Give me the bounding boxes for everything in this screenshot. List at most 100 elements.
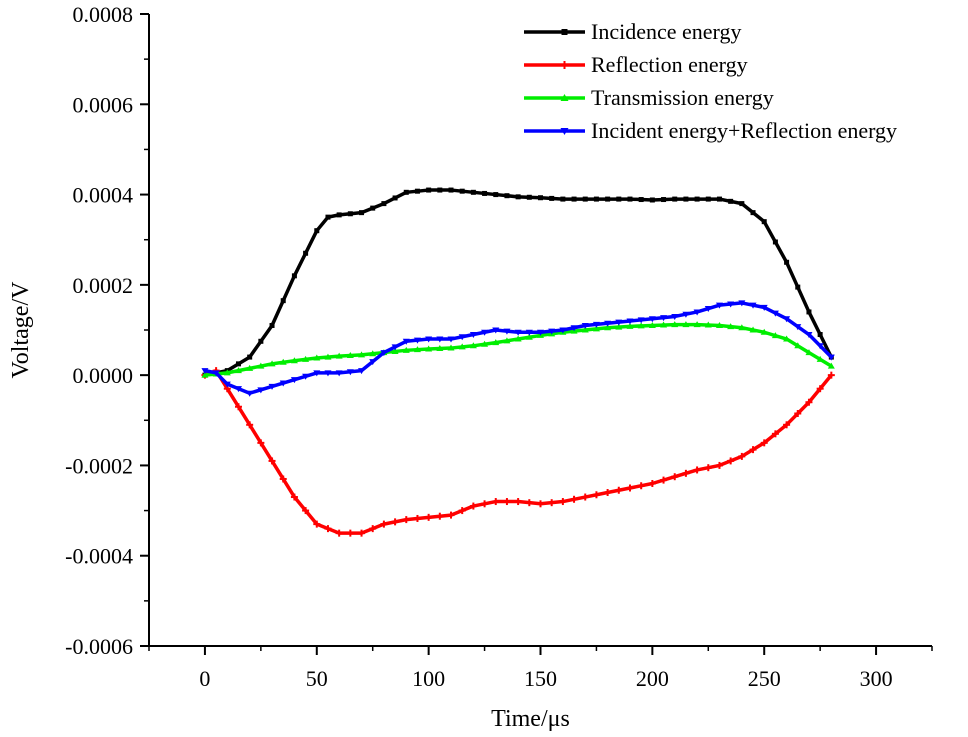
data-point <box>693 321 701 328</box>
data-point <box>492 498 500 506</box>
data-point <box>234 386 242 393</box>
x-tick-label: 200 <box>636 666 669 691</box>
data-point <box>514 329 522 336</box>
data-point <box>771 310 779 317</box>
data-point <box>827 371 835 379</box>
y-tick-label: -0.0006 <box>65 634 133 659</box>
data-point <box>592 321 600 328</box>
data-point <box>469 342 477 349</box>
data-point <box>671 313 679 320</box>
data-point <box>459 188 465 194</box>
data-point <box>257 387 265 394</box>
data-point <box>425 336 433 343</box>
data-point <box>458 334 466 341</box>
data-point <box>581 322 589 329</box>
data-point <box>637 317 645 324</box>
data-point <box>503 328 511 335</box>
data-point <box>346 529 354 537</box>
data-point <box>436 345 444 352</box>
data-point <box>704 464 712 472</box>
data-point <box>615 486 623 494</box>
data-point <box>380 350 388 357</box>
data-point <box>794 342 802 349</box>
data-point <box>525 329 533 336</box>
data-point <box>246 390 254 397</box>
data-point <box>525 333 533 340</box>
data-point <box>548 328 556 335</box>
data-point <box>391 344 399 351</box>
data-point <box>448 187 454 193</box>
data-point <box>749 302 757 309</box>
data-point <box>827 354 835 361</box>
data-point <box>268 457 276 465</box>
data-point <box>369 359 377 366</box>
data-point <box>302 507 310 515</box>
legend-label: Reflection energy <box>591 52 748 77</box>
data-point <box>616 196 622 202</box>
data-point <box>369 525 377 533</box>
data-point <box>660 315 668 322</box>
data-point <box>637 482 645 490</box>
data-point <box>303 250 309 256</box>
data-point <box>760 328 768 335</box>
data-point <box>503 337 511 344</box>
data-point <box>816 343 824 350</box>
data-point <box>817 332 823 338</box>
data-point <box>481 340 489 347</box>
data-point <box>280 298 286 304</box>
data-point <box>816 385 824 393</box>
data-point <box>761 219 767 225</box>
data-point <box>425 345 433 352</box>
data-point <box>414 188 420 194</box>
data-point <box>257 439 265 447</box>
data-point <box>279 358 287 365</box>
data-point <box>582 196 588 202</box>
data-point <box>279 380 287 387</box>
data-point <box>593 196 599 202</box>
data-point <box>715 302 723 309</box>
data-point <box>246 364 254 371</box>
data-point <box>637 322 645 329</box>
series <box>201 187 835 537</box>
data-point <box>458 343 466 350</box>
data-point <box>269 322 275 328</box>
data-point <box>604 489 612 497</box>
data-point <box>704 306 712 313</box>
data-point <box>358 529 366 537</box>
data-point <box>504 193 510 199</box>
data-point <box>794 324 802 331</box>
data-point <box>772 239 778 245</box>
data-point <box>805 349 813 356</box>
legend-item-transmission-energy: Transmission energy <box>524 85 774 110</box>
data-point <box>526 194 532 200</box>
data-point <box>694 196 700 202</box>
data-point <box>705 196 711 202</box>
data-point <box>604 324 612 331</box>
ticks: 0 50 100 150 200 250 300 -0.0006 -0.0004 -0.0002 0… <box>65 2 933 691</box>
data-point <box>805 332 813 339</box>
data-point <box>336 212 342 218</box>
data-point <box>693 309 701 316</box>
data-point <box>257 362 265 369</box>
data-point <box>784 259 790 265</box>
legend-label: Incidence energy <box>591 19 741 44</box>
series-transmission-energy <box>201 321 835 378</box>
data-point <box>359 210 365 216</box>
data-point <box>492 327 500 334</box>
data-point <box>346 369 354 376</box>
data-point <box>783 335 791 342</box>
data-point <box>626 318 634 325</box>
data-point <box>682 311 690 318</box>
x-tick-label: 0 <box>199 666 210 691</box>
data-point <box>223 369 231 376</box>
data-point <box>324 525 332 533</box>
data-point <box>481 500 489 508</box>
data-point <box>739 201 745 207</box>
data-point <box>771 332 779 339</box>
data-point <box>794 410 802 418</box>
data-point <box>503 498 511 506</box>
data-point <box>816 355 824 362</box>
data-point <box>682 321 690 328</box>
data-point <box>425 513 433 521</box>
data-point <box>290 493 298 501</box>
